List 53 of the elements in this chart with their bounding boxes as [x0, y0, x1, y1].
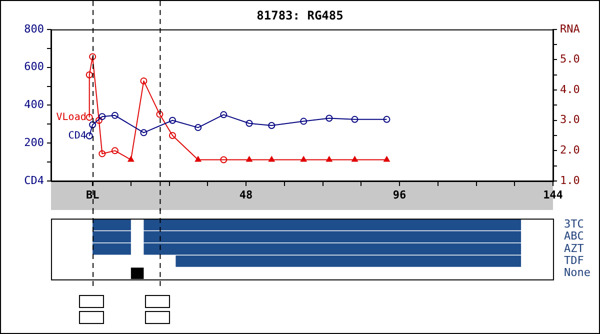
point	[268, 122, 276, 129]
series-label: CD4	[68, 130, 86, 142]
point	[352, 156, 358, 162]
point	[86, 71, 93, 78]
point	[268, 156, 275, 162]
point	[384, 156, 390, 162]
y-tick-label: TDF	[564, 254, 584, 268]
point	[140, 129, 148, 136]
point	[95, 116, 102, 124]
point	[300, 156, 307, 162]
x-tick-label: BL	[86, 188, 100, 202]
point	[86, 114, 93, 121]
y2-tick-label: 4.0	[560, 82, 580, 96]
point	[98, 113, 106, 120]
point	[300, 118, 308, 125]
y-tick-label: 400	[24, 98, 44, 112]
x-tick-label: 48	[239, 188, 253, 202]
point	[326, 156, 332, 162]
point	[383, 116, 390, 123]
point	[111, 112, 118, 119]
y-tick-label: 3TC	[564, 218, 584, 231]
point	[140, 77, 148, 84]
y-tick-label: AZT	[564, 242, 584, 255]
point	[89, 53, 96, 60]
point	[194, 156, 202, 162]
point	[86, 132, 93, 140]
y-tick-label: None	[564, 266, 590, 280]
y2-tick-label: 2.0	[560, 144, 580, 157]
x-tick-label: 96	[392, 188, 407, 202]
point	[89, 121, 96, 128]
y-tick-label: 200	[24, 136, 44, 149]
chart-title: 81783: RG485	[256, 8, 344, 22]
point	[169, 116, 176, 124]
point	[156, 110, 164, 118]
point	[220, 156, 228, 164]
point	[220, 111, 228, 118]
y-tick-label: ABC	[564, 230, 584, 243]
y-tick-label: CD4	[24, 174, 44, 187]
point	[98, 150, 106, 158]
y2-tick-label: 5.0	[560, 52, 580, 66]
point	[169, 132, 176, 140]
y2-tick-label: 3.0	[560, 113, 580, 126]
point	[246, 120, 253, 127]
point	[326, 114, 333, 122]
point	[351, 116, 358, 123]
y-tick-label: 800	[24, 22, 44, 36]
series-label: VLoad	[56, 112, 86, 123]
x-tick-label: 144	[543, 188, 564, 202]
y2-tick-label: RNA	[560, 22, 580, 36]
point	[111, 147, 118, 154]
y2-tick-label: 1.0	[560, 174, 580, 187]
point	[194, 124, 202, 132]
y-tick-label: 600	[24, 60, 44, 74]
